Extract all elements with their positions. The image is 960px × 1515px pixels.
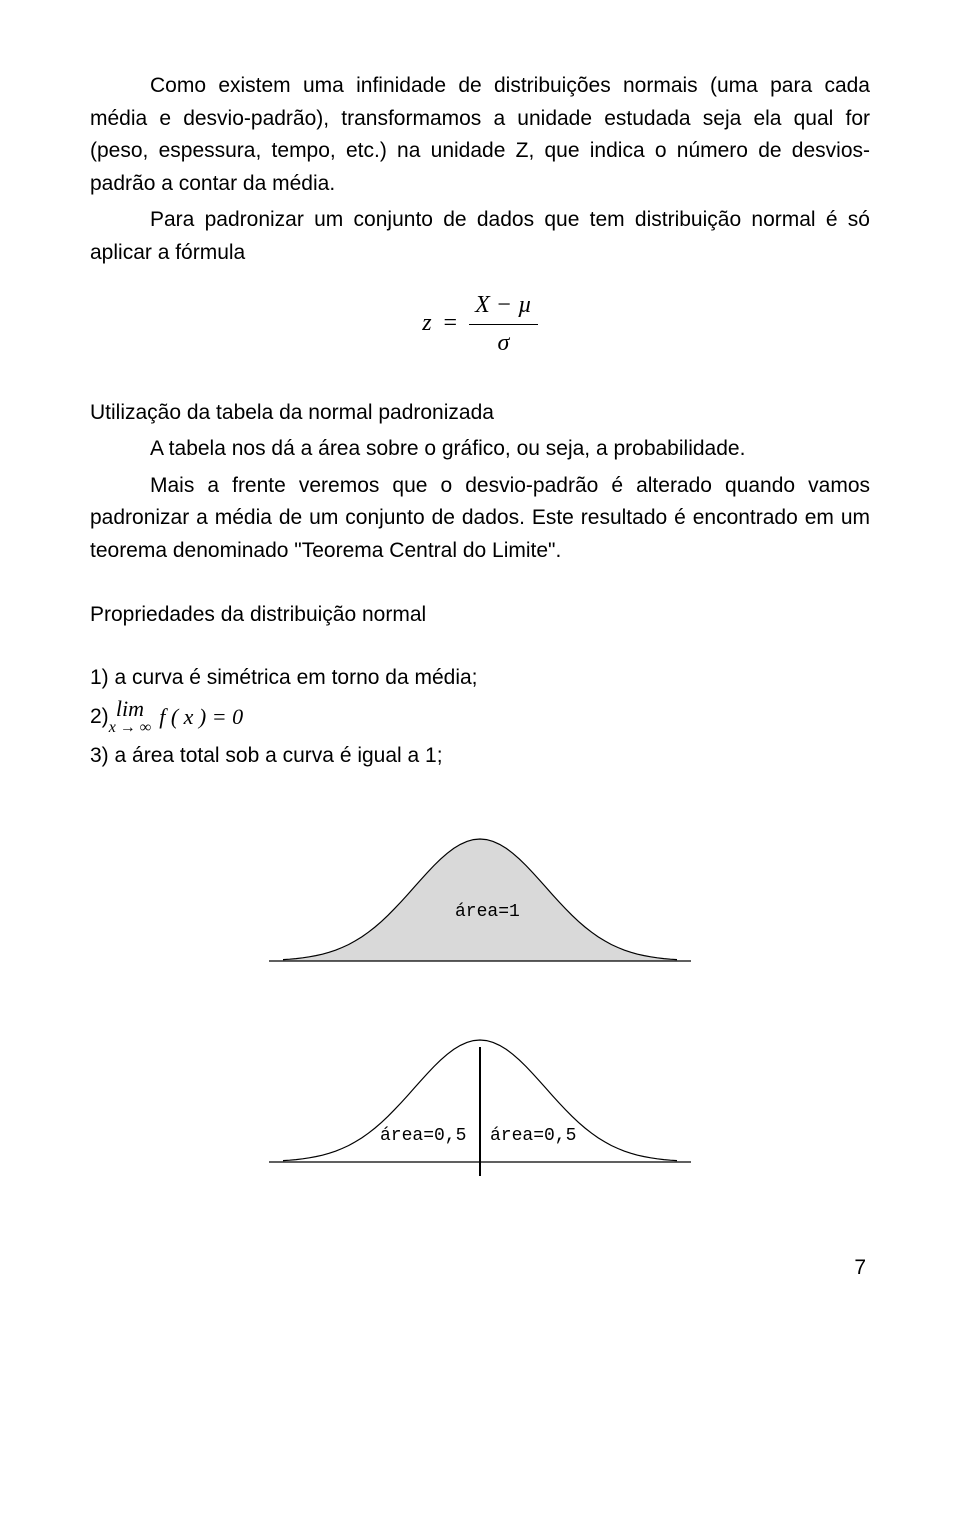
limit-bottom: x → ∞ bbox=[109, 720, 152, 736]
formula-numerator: X − µ bbox=[469, 287, 538, 325]
properties-list: 1) a curva é simétrica em torno da média… bbox=[90, 662, 870, 773]
list-item-3-text: a área total sob a curva é igual a 1; bbox=[115, 744, 443, 767]
z-formula: z = X − µ σ bbox=[90, 287, 870, 362]
paragraph-6: Propriedades da distribuição normal bbox=[90, 599, 870, 632]
formula-fraction: X − µ σ bbox=[469, 287, 538, 362]
list-item-3-prefix: 3) bbox=[90, 744, 115, 767]
paragraph-3: Utilização da tabela da normal padroniza… bbox=[90, 397, 870, 430]
charts-container: área=1 área=0,5 área=0,5 bbox=[90, 811, 870, 1182]
list-item-3: 3) a área total sob a curva é igual a 1; bbox=[90, 740, 870, 773]
paragraph-1: Como existem uma infinidade de distribui… bbox=[90, 70, 870, 200]
list-item-2: 2) lim x → ∞ f ( x ) = 0 bbox=[90, 698, 870, 736]
list-item-1-prefix: 1) bbox=[90, 666, 115, 689]
bell-curve-full: área=1 bbox=[265, 811, 695, 976]
limit-fx: f ( x ) = 0 bbox=[159, 700, 243, 734]
svg-text:área=0,5: área=0,5 bbox=[380, 1126, 466, 1146]
formula-eq: = bbox=[438, 310, 464, 336]
page-number: 7 bbox=[90, 1252, 870, 1285]
list-item-1: 1) a curva é simétrica em torno da média… bbox=[90, 662, 870, 695]
formula-lhs: z bbox=[422, 310, 431, 336]
bell-curve-split-svg: área=0,5 área=0,5 bbox=[265, 1012, 695, 1182]
paragraph-5: Mais a frente veremos que o desvio-padrã… bbox=[90, 470, 870, 568]
bell-curve-split: área=0,5 área=0,5 bbox=[265, 1012, 695, 1182]
limit-notation: lim x → ∞ bbox=[109, 698, 152, 736]
limit-top: lim bbox=[116, 698, 144, 720]
page-content: Como existem uma infinidade de distribui… bbox=[0, 0, 960, 1325]
svg-text:área=1: área=1 bbox=[455, 902, 520, 922]
list-item-2-prefix: 2) bbox=[90, 701, 109, 734]
bell-curve-full-svg: área=1 bbox=[265, 811, 695, 976]
paragraph-2: Para padronizar um conjunto de dados que… bbox=[90, 204, 870, 269]
list-item-1-text: a curva é simétrica em torno da média; bbox=[115, 666, 478, 689]
paragraph-4: A tabela nos dá a área sobre o gráfico, … bbox=[90, 433, 870, 466]
svg-text:área=0,5: área=0,5 bbox=[490, 1126, 576, 1146]
formula-denominator: σ bbox=[469, 325, 538, 362]
